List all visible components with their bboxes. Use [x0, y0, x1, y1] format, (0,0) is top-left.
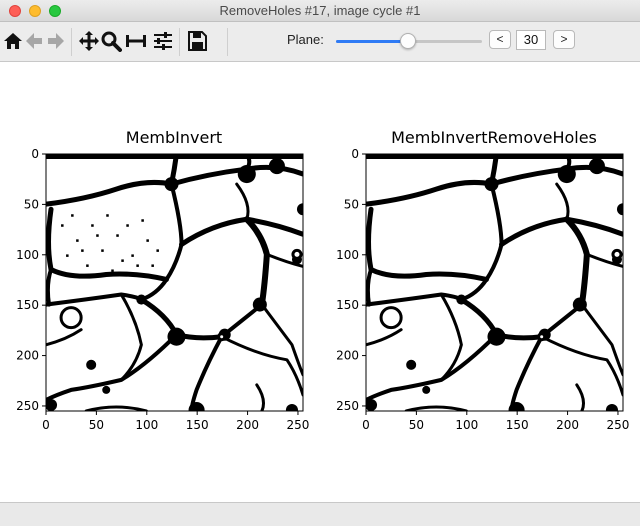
window-title: RemoveHoles #17, image cycle #1 — [219, 3, 421, 18]
y-tick-label: 0 — [351, 147, 359, 161]
pan-icon[interactable] — [78, 30, 100, 52]
back-arrow-icon[interactable] — [23, 30, 45, 52]
x-tick-label: 0 — [362, 418, 370, 432]
toolbar-separator — [71, 28, 72, 56]
title-bar: RemoveHoles #17, image cycle #1 — [0, 0, 640, 22]
panel-title-left: MembInvert — [125, 128, 223, 147]
y-tick-label: 250 — [336, 399, 359, 413]
segmentation-image — [46, 154, 303, 411]
previous-plane-button[interactable]: < — [489, 30, 511, 49]
y-tick-label: 250 — [16, 399, 39, 413]
x-tick-label: 200 — [236, 418, 259, 432]
x-tick-label: 250 — [287, 418, 310, 432]
status-bar — [0, 502, 640, 526]
y-tick-label: 150 — [336, 298, 359, 312]
segmentation-image — [366, 154, 623, 411]
next-plane-button[interactable]: > — [553, 30, 575, 49]
plane-slider-fill — [336, 40, 408, 43]
plane-slider-thumb[interactable] — [399, 33, 416, 49]
x-tick-label: 150 — [186, 418, 209, 432]
x-tick-label: 50 — [89, 418, 104, 432]
toolbar-separator — [227, 28, 228, 56]
maximize-window-button[interactable] — [49, 5, 61, 17]
subplots-icon[interactable] — [125, 30, 147, 52]
figure-canvas[interactable]: MembInvert MembInvertRemoveHoles 0 50 100 1… — [0, 62, 640, 502]
y-tick-label: 100 — [16, 248, 39, 262]
configure-icon[interactable] — [152, 30, 174, 52]
y-tick-label: 200 — [336, 349, 359, 363]
close-window-button[interactable] — [9, 5, 21, 17]
y-tick-label: 0 — [31, 147, 39, 161]
x-tick-label: 250 — [607, 418, 630, 432]
x-tick-label: 200 — [556, 418, 579, 432]
y-tick-label: 50 — [24, 197, 39, 211]
plane-slider[interactable] — [336, 32, 482, 52]
axes-frame — [45, 153, 304, 412]
save-icon[interactable] — [186, 30, 208, 52]
toolbar-separator — [179, 28, 180, 56]
forward-arrow-icon[interactable] — [45, 30, 67, 52]
minimize-window-button[interactable] — [29, 5, 41, 17]
x-tick-label: 100 — [135, 418, 158, 432]
x-tick-label: 0 — [42, 418, 50, 432]
plane-number-field[interactable]: 30 — [516, 30, 546, 50]
x-tick-label: 100 — [455, 418, 478, 432]
plane-label: Plane: — [287, 32, 324, 47]
home-icon[interactable] — [2, 30, 24, 52]
panel-title-right: MembInvertRemoveHoles — [391, 128, 597, 147]
y-tick-label: 200 — [16, 349, 39, 363]
zoom-icon[interactable] — [100, 30, 122, 52]
y-tick-label: 100 — [336, 248, 359, 262]
x-tick-label: 50 — [409, 418, 424, 432]
y-tick-label: 50 — [344, 197, 359, 211]
x-tick-label: 150 — [506, 418, 529, 432]
y-tick-label: 150 — [16, 298, 39, 312]
axes-frame — [365, 153, 624, 412]
navigation-toolbar: Plane: < 30 > — [0, 22, 640, 62]
